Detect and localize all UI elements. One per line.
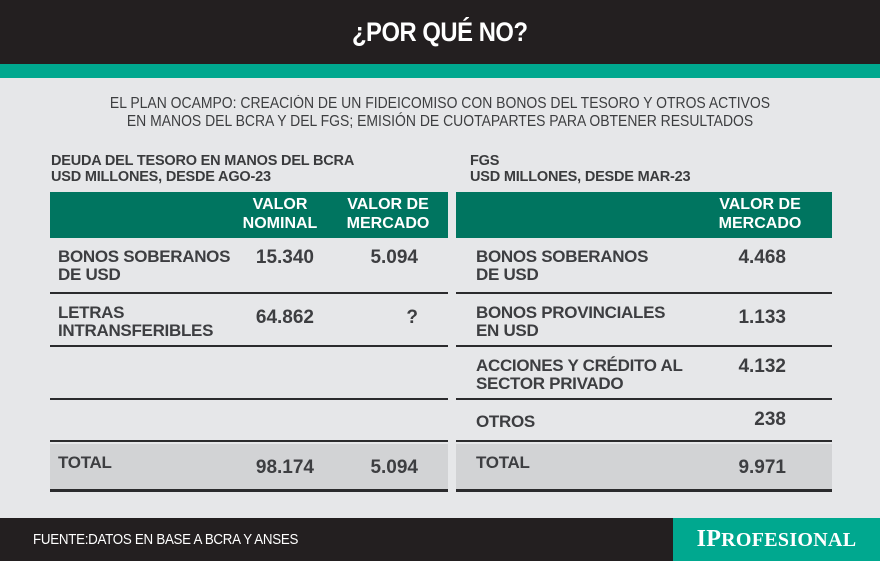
row-label-line: BONOS SOBERANOS bbox=[476, 247, 649, 266]
fgs-table-subtitle: USD MILLONES, DESDE MAR-23 bbox=[470, 169, 691, 185]
accent-band bbox=[0, 64, 880, 78]
total-valor-mercado: 5.094 bbox=[370, 457, 418, 478]
total-label: TOTAL bbox=[58, 453, 112, 472]
subtitle-line-1: EL PLAN OCAMPO: CREACIÓN DE UN FIDEICOMI… bbox=[109, 95, 771, 112]
total-label: TOTAL bbox=[476, 453, 530, 472]
page-title: ¿POR QUÉ NO? bbox=[352, 16, 528, 47]
row-label-line: BONOS PROVINCIALES bbox=[476, 303, 666, 322]
valor-mercado-cell: 4.132 bbox=[738, 356, 786, 377]
iprofesional-logo: IPROFESIONAL bbox=[697, 526, 857, 553]
row-label-line: SECTOR PRIVADO bbox=[476, 374, 624, 393]
brand-logo: IPROFESIONAL bbox=[673, 518, 880, 561]
column-header-line: VALOR DE bbox=[719, 196, 801, 213]
bcra-table-title: DEUDA DEL TESORO EN MANOS DEL BCRA bbox=[51, 153, 355, 169]
valor-mercado-cell: 4.468 bbox=[738, 247, 786, 268]
table-row: BONOS SOBERANOS DE USD 4.468 bbox=[456, 238, 832, 294]
column-header-line: VALOR DE bbox=[347, 196, 429, 213]
table-row: BONOS PROVINCIALES EN USD 1.133 bbox=[456, 294, 832, 347]
row-label: BONOS SOBERANOS DE USD bbox=[476, 248, 648, 284]
row-label-line: OTROS bbox=[476, 412, 535, 431]
row-label-line: DE USD bbox=[476, 265, 539, 284]
table-row: OTROS 238 bbox=[456, 400, 832, 442]
total-valor-nominal: 98.174 bbox=[255, 457, 314, 478]
total-valor-mercado: 9.971 bbox=[738, 457, 786, 478]
valor-nominal-cell: 15.340 bbox=[255, 247, 314, 268]
table-row: ACCIONES Y CRÉDITO AL SECTOR PRIVADO 4.1… bbox=[456, 347, 832, 400]
valor-mercado-cell: ? bbox=[406, 307, 418, 328]
valor-mercado-cell: 238 bbox=[754, 409, 786, 430]
table-row: BONOS SOBERANOS DE USD 15.340 5.094 bbox=[50, 238, 448, 294]
row-label-line: INTRANSFERIBLES bbox=[58, 321, 214, 340]
column-header-line: NOMINAL bbox=[242, 215, 318, 232]
table-row: LETRAS INTRANSFERIBLES 64.862 ? bbox=[50, 294, 448, 347]
total-row: TOTAL 98.174 5.094 bbox=[50, 444, 448, 492]
table-header: VALOR NOMINAL VALOR DE MERCADO bbox=[50, 192, 448, 238]
bcra-table: VALOR NOMINAL VALOR DE MERCADO BONOS SOB… bbox=[50, 192, 448, 492]
column-header-line: VALOR bbox=[252, 196, 308, 213]
source-note: FUENTE:DATOS EN BASE A BCRA Y ANSES bbox=[33, 532, 299, 548]
column-header-valor-nominal: VALOR NOMINAL bbox=[232, 195, 328, 233]
fgs-table: VALOR DE MERCADO BONOS SOBERANOS DE USD … bbox=[456, 192, 832, 492]
row-label: BONOS PROVINCIALES EN USD bbox=[476, 304, 665, 340]
header-bar: ¿POR QUÉ NO? bbox=[0, 0, 880, 64]
column-header-valor-mercado: VALOR DE MERCADO bbox=[708, 195, 812, 233]
row-label: OTROS bbox=[476, 413, 535, 431]
valor-mercado-cell: 5.094 bbox=[370, 247, 418, 268]
table-row-empty bbox=[50, 347, 448, 400]
row-label: LETRAS INTRANSFERIBLES bbox=[58, 304, 213, 340]
table-header: VALOR DE MERCADO bbox=[456, 192, 832, 238]
column-header-valor-mercado: VALOR DE MERCADO bbox=[338, 195, 438, 233]
logo-text: ROFESIONAL bbox=[721, 529, 857, 551]
row-label-line: LETRAS bbox=[58, 303, 125, 322]
valor-mercado-cell: 1.133 bbox=[738, 307, 786, 328]
fgs-table-heading: FGS USD MILLONES, DESDE MAR-23 bbox=[470, 153, 691, 185]
row-label-line: BONOS SOBERANOS bbox=[58, 247, 231, 266]
subtitle: EL PLAN OCAMPO: CREACIÓN DE UN FIDEICOMI… bbox=[44, 95, 836, 131]
valor-nominal-cell: 64.862 bbox=[255, 307, 314, 328]
logo-initials: IP bbox=[696, 526, 722, 552]
footer-bar: FUENTE:DATOS EN BASE A BCRA Y ANSES IPRO… bbox=[0, 518, 880, 561]
row-label-line: ACCIONES Y CRÉDITO AL bbox=[476, 356, 683, 375]
total-row: TOTAL 9.971 bbox=[456, 444, 832, 492]
row-label-line: EN USD bbox=[476, 321, 539, 340]
column-header-line: MERCADO bbox=[346, 215, 430, 232]
row-label: BONOS SOBERANOS DE USD bbox=[58, 248, 230, 284]
bcra-table-subtitle: USD MILLONES, DESDE AGO-23 bbox=[51, 169, 271, 185]
bcra-table-heading: DEUDA DEL TESORO EN MANOS DEL BCRA USD M… bbox=[51, 153, 354, 185]
table-row-empty bbox=[50, 400, 448, 442]
subtitle-line-2: EN MANOS DEL BCRA Y DEL FGS; EMISIÓN DE … bbox=[126, 113, 754, 130]
row-label-line: DE USD bbox=[58, 265, 121, 284]
column-header-line: MERCADO bbox=[718, 215, 802, 232]
fgs-table-title: FGS bbox=[470, 153, 500, 169]
row-label: ACCIONES Y CRÉDITO AL SECTOR PRIVADO bbox=[476, 357, 683, 393]
